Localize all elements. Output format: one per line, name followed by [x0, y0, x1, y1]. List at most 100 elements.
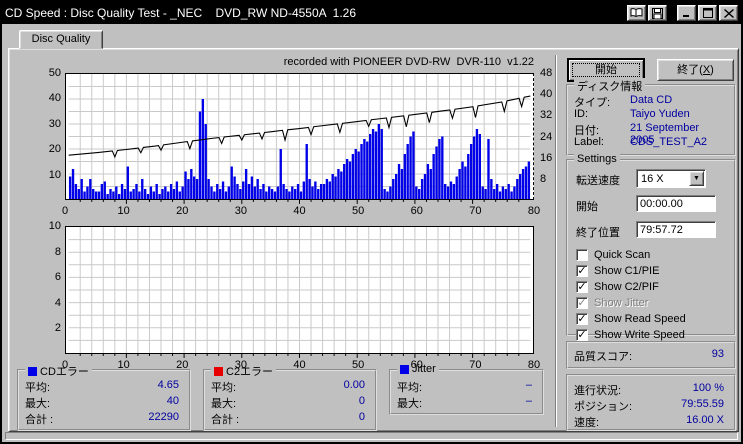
- axis-tick-label: 10: [117, 205, 130, 217]
- checkbox: ✓: [576, 297, 588, 309]
- axis-tick-label: 20: [176, 205, 189, 217]
- checkbox-label: Show C2/PIF: [594, 281, 659, 293]
- axis-tick-label: 48: [540, 67, 553, 79]
- stat-row: 平均: 4.65: [25, 379, 181, 394]
- axis-tick-label: 40: [293, 205, 306, 217]
- axis-tick-label: 10: [48, 220, 61, 232]
- disc-info-legend: ディスク情報: [574, 78, 646, 94]
- axis-tick-label: 8: [54, 245, 61, 258]
- checkbox[interactable]: ✓: [576, 329, 588, 341]
- start-position-label: 開始: [576, 201, 598, 213]
- axis-tick-label: 0: [61, 205, 69, 217]
- checkbox-label: Quick Scan: [594, 249, 651, 261]
- checkbox-row-show-write-speed: ✓ Show Write Speed: [576, 329, 685, 341]
- quality-score-value: 93: [711, 348, 724, 360]
- speed-label: 転送速度: [576, 175, 620, 187]
- checkbox-label: Show Read Speed: [594, 313, 686, 325]
- stat-row: 平均: –: [397, 379, 534, 394]
- axis-tick-label: 80: [527, 359, 541, 371]
- axis-tick-label: 30: [234, 359, 247, 371]
- axis-tick-label: 40: [293, 359, 306, 371]
- stat-label: 合計 :: [25, 414, 54, 426]
- stat-row: 速度: 16.00 X: [574, 414, 726, 429]
- checkbox[interactable]: ✓: [576, 281, 588, 293]
- disc-info-row: タイプ: Data CD: [574, 94, 726, 109]
- checkbox[interactable]: ✓: [576, 313, 588, 325]
- disc-info-groupbox: ディスク情報 タイプ: Data CD ID: Taiyo Yuden 日付: 21 Se…: [566, 78, 736, 156]
- stat-label: ポジション:: [574, 401, 633, 413]
- disc-info-row: Label: CDS_TEST_A2: [574, 136, 726, 149]
- stat-value: 0: [358, 411, 365, 423]
- end-position-input[interactable]: [636, 221, 716, 238]
- disc-info-label: 日付:: [574, 125, 600, 137]
- end-position-label: 終了位置: [576, 227, 620, 239]
- start-position-input[interactable]: [636, 195, 716, 212]
- chevron-down-icon[interactable]: ▼: [689, 171, 704, 186]
- stat-value: 79:55.59: [681, 398, 724, 410]
- stat-row: 合計 : 0: [211, 411, 367, 426]
- cd-error-legend: CDエラー: [25, 363, 92, 379]
- stat-label: 最大:: [25, 398, 51, 410]
- c1-error-speed-chart: [65, 73, 534, 204]
- window-title: CD Speed : Disc Quality Test - _NEC DVD_…: [5, 6, 357, 20]
- disc-info-value: 21 September 2005: [630, 122, 700, 146]
- tab-body: recorded with PIONEER DVD-RW DVR-110 v1.…: [8, 48, 739, 432]
- cd-error-color-swatch: [28, 366, 37, 376]
- checkbox-row-show-read-speed: ✓ Show Read Speed: [576, 313, 686, 325]
- exit-button[interactable]: 終了(X): [657, 59, 734, 81]
- axis-tick-label: 24: [540, 130, 553, 143]
- stat-value: 4.65: [157, 379, 179, 391]
- titlebar: CD Speed : Disc Quality Test - _NEC DVD_…: [2, 2, 741, 24]
- axis-tick-label: 30: [48, 117, 61, 130]
- titlebar-buttons: [625, 5, 738, 21]
- settings-legend: Settings: [574, 153, 620, 165]
- stat-label: 合計 :: [211, 414, 240, 426]
- axis-tick-label: 50: [352, 205, 365, 217]
- stat-value: 16.00 X: [686, 414, 724, 426]
- axis-tick-label: 70: [469, 359, 482, 371]
- stat-value: 40: [166, 395, 179, 407]
- settings-groupbox: Settings 転送速度 16 X ▼ 開始 終了位置 Quick Scan ✓…: [566, 153, 736, 341]
- stat-row: 最大: 0: [211, 395, 367, 410]
- stat-label: 最大:: [211, 398, 237, 410]
- checkbox-row-show-c2-pif: ✓ Show C2/PIF: [576, 281, 659, 293]
- disc-info-label: ID:: [574, 108, 589, 120]
- axis-tick-label: 2: [54, 322, 61, 335]
- stat-value: –: [525, 395, 532, 407]
- quality-score-label: 品質スコア:: [574, 351, 633, 363]
- jitter-chart: [65, 226, 534, 358]
- stat-row: 最大: 40: [25, 395, 181, 410]
- disc-info-row: ID: Taiyo Yuden: [574, 108, 726, 121]
- save-icon[interactable]: [648, 5, 667, 21]
- stat-label: 平均:: [25, 382, 51, 394]
- speed-combobox[interactable]: 16 X ▼: [636, 169, 706, 188]
- checkbox[interactable]: ✓: [576, 265, 588, 277]
- quality-score-panel: 品質スコア: 93: [566, 341, 736, 369]
- close-icon[interactable]: [719, 5, 738, 21]
- stat-label: 平均:: [211, 382, 237, 394]
- maximize-icon[interactable]: [698, 5, 717, 21]
- checkbox[interactable]: [576, 249, 588, 261]
- stat-value: –: [525, 379, 532, 391]
- axis-tick-label: 70: [469, 205, 482, 217]
- stat-label: 最大:: [397, 398, 423, 410]
- minimize-icon[interactable]: [677, 5, 696, 21]
- progress-panel: 進行状況: 100 % ポジション: 79:55.59 速度: 16.00 X: [566, 374, 736, 431]
- axis-tick-label: 10: [117, 359, 130, 371]
- axis-tick-label: 20: [176, 359, 189, 371]
- checkbox-row-show-c1-pie: ✓ Show C1/PIE: [576, 265, 659, 277]
- jitter-legend: Jitter: [397, 363, 439, 375]
- c2-error-color-swatch: [214, 366, 223, 376]
- open-book-icon[interactable]: [627, 5, 646, 21]
- stat-value: 0.00: [343, 379, 365, 391]
- stat-label: 進行状況:: [574, 385, 622, 397]
- jitter-stats-box: Jitter 平均: – 最大: –: [389, 363, 544, 415]
- disc-info-value: CDS_TEST_A2: [630, 136, 708, 148]
- axis-tick-label: 60: [410, 359, 423, 371]
- tab-disc-quality[interactable]: Disc Quality: [19, 30, 103, 49]
- status-bar: [5, 432, 738, 440]
- axis-tick-label: 50: [352, 359, 365, 371]
- c2-error-legend: C2エラー: [211, 363, 277, 379]
- axis-tick-label: 20: [48, 143, 61, 156]
